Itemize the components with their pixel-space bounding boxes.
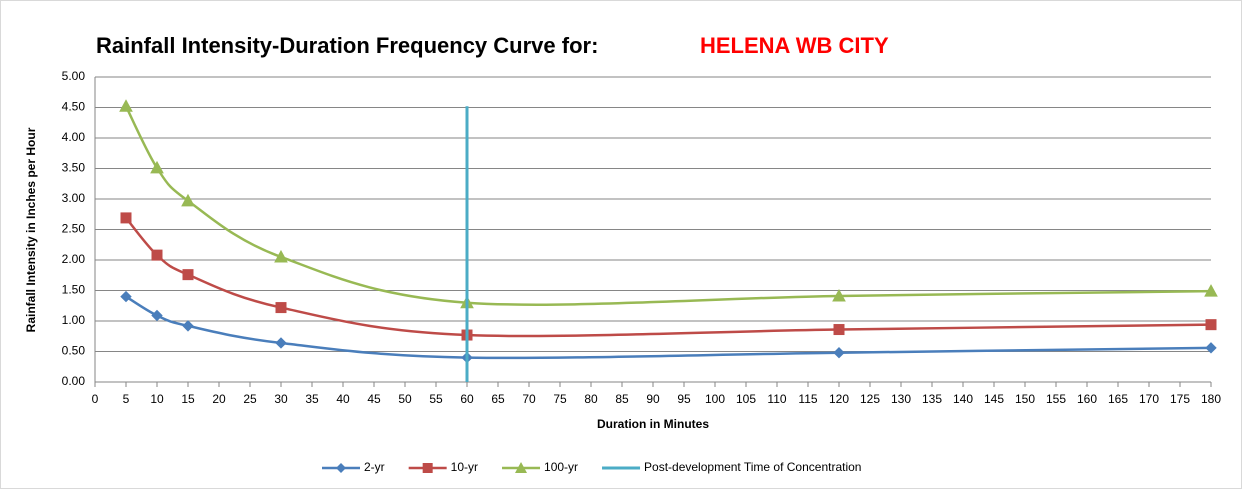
- x-tick-label: 45: [367, 392, 381, 406]
- legend-label: Post-development Time of Concentration: [644, 460, 861, 474]
- x-tick-label: 90: [646, 392, 660, 406]
- x-tick-label: 160: [1077, 392, 1097, 406]
- x-axis-title: Duration in Minutes: [597, 417, 709, 431]
- x-tick-label: 175: [1170, 392, 1190, 406]
- y-tick-label: 1.50: [62, 283, 86, 297]
- series-line: [125, 217, 1212, 338]
- x-tick-label: 100: [705, 392, 725, 406]
- x-tick-label: 115: [798, 392, 817, 406]
- x-tick-label: 165: [1108, 392, 1128, 406]
- x-tick-label: 130: [891, 392, 911, 406]
- y-axis-title: Rainfall Intensity in Inches per Hour: [24, 127, 38, 332]
- y-tick-label: 5.00: [62, 69, 86, 83]
- x-tick-label: 85: [615, 392, 629, 406]
- x-tick-label: 135: [922, 392, 942, 406]
- y-tick-label: 3.00: [62, 191, 86, 205]
- data-point: [181, 193, 195, 207]
- x-tick-label: 60: [460, 392, 474, 406]
- data-point: [150, 160, 164, 174]
- series-line: [124, 105, 1212, 306]
- x-tick-label: 65: [491, 392, 505, 406]
- x-tick-label: 10: [150, 392, 164, 406]
- y-tick-label: 4.00: [62, 130, 86, 144]
- data-point: [119, 99, 133, 112]
- x-tick-label: 150: [1015, 392, 1035, 406]
- x-tick-label: 25: [243, 392, 257, 406]
- x-tick-label: 20: [212, 392, 226, 406]
- series-line: [125, 295, 1212, 360]
- x-tick-label: 120: [829, 392, 849, 406]
- data-point: [120, 212, 132, 224]
- x-tick-label: 125: [860, 392, 880, 406]
- x-tick-label: 140: [953, 392, 973, 406]
- data-point: [1204, 284, 1218, 297]
- legend-label: 100-yr: [544, 460, 578, 474]
- data-point: [274, 249, 288, 263]
- x-tick-label: 5: [123, 392, 130, 406]
- x-tick-label: 95: [677, 392, 691, 406]
- legend-marker: [515, 462, 528, 473]
- data-point: [151, 249, 163, 261]
- x-tick-label: 30: [274, 392, 288, 406]
- y-tick-label: 2.50: [62, 222, 86, 236]
- chart-title: Rainfall Intensity-Duration Frequency Cu…: [96, 33, 598, 58]
- y-tick-label: 0.00: [62, 374, 86, 388]
- data-point: [832, 288, 846, 302]
- y-tick-label: 2.00: [62, 252, 86, 266]
- data-point: [275, 337, 287, 349]
- legend-label: 10-yr: [451, 460, 478, 474]
- legend-label: 2-yr: [364, 460, 385, 474]
- x-tick-label: 40: [336, 392, 350, 406]
- x-tick-label: 145: [984, 392, 1004, 406]
- x-tick-label: 180: [1201, 392, 1221, 406]
- data-point: [1205, 342, 1217, 354]
- data-point: [151, 309, 163, 322]
- x-tick-label: 70: [522, 392, 536, 406]
- x-tick-label: 75: [553, 392, 567, 406]
- y-tick-label: 4.50: [62, 100, 86, 114]
- data-point: [833, 324, 845, 336]
- x-tick-label: 110: [767, 392, 786, 406]
- x-tick-label: 55: [429, 392, 443, 406]
- chart-subtitle: HELENA WB CITY: [700, 33, 889, 58]
- x-tick-label: 105: [736, 392, 756, 406]
- x-tick-label: 35: [305, 392, 319, 406]
- x-tick-label: 15: [181, 392, 195, 406]
- y-tick-label: 3.50: [62, 161, 86, 175]
- data-point: [182, 269, 194, 281]
- legend-marker: [336, 463, 346, 473]
- x-tick-label: 170: [1139, 392, 1159, 406]
- x-tick-label: 80: [584, 392, 598, 406]
- data-point: [182, 320, 194, 332]
- y-tick-label: 1.00: [62, 313, 86, 327]
- x-tick-label: 50: [398, 392, 412, 406]
- legend-marker: [422, 463, 433, 473]
- data-point: [120, 290, 132, 303]
- y-tick-label: 0.50: [62, 344, 86, 358]
- data-point: [275, 302, 287, 314]
- x-tick-label: 0: [92, 392, 99, 406]
- data-point: [833, 347, 845, 359]
- x-tick-label: 155: [1046, 392, 1066, 406]
- data-point: [1205, 319, 1217, 331]
